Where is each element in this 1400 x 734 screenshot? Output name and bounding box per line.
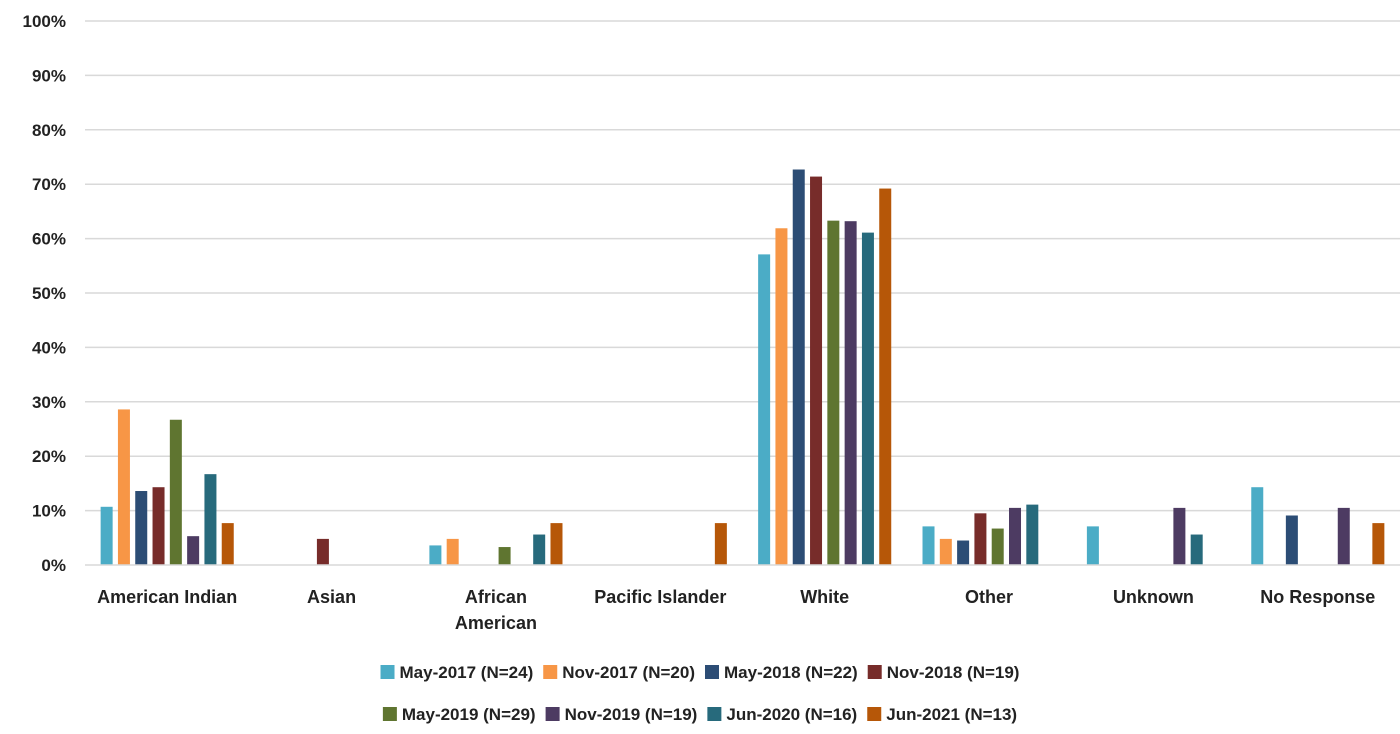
bar <box>861 232 874 565</box>
bar <box>1086 526 1099 565</box>
bar <box>1285 515 1298 565</box>
x-category-label-line: American <box>455 613 537 633</box>
x-category-label-line: White <box>800 587 849 607</box>
y-tick-label: 50% <box>32 284 66 303</box>
x-category-label-line: Other <box>965 587 1013 607</box>
bar <box>316 538 329 565</box>
x-category-label-line: American Indian <box>97 587 237 607</box>
legend-label: Nov-2019 (N=19) <box>565 705 698 724</box>
legend-swatch <box>543 665 558 679</box>
x-category-label-line: Asian <box>307 587 356 607</box>
legend-label: Jun-2021 (N=13) <box>886 705 1017 724</box>
bar <box>446 538 459 565</box>
bar <box>922 526 935 565</box>
legend-item: May-2018 (N=22) <box>705 663 858 682</box>
bar <box>550 523 563 565</box>
bar <box>879 188 892 565</box>
x-category-label-line: African <box>465 587 527 607</box>
bar <box>1337 507 1350 565</box>
bar <box>792 169 805 565</box>
y-tick-label: 20% <box>32 447 66 466</box>
y-tick-label: 60% <box>32 230 66 249</box>
legend-item: Jun-2021 (N=13) <box>867 705 1017 724</box>
bar <box>1251 487 1264 565</box>
legend-label: Nov-2018 (N=19) <box>887 663 1020 682</box>
y-tick-label: 10% <box>32 502 66 521</box>
x-category-label: Asian <box>307 587 356 607</box>
legend-swatch <box>545 707 560 721</box>
bar <box>1173 507 1186 565</box>
bar <box>844 221 857 565</box>
y-axis-tick-labels: 0% 10% 20% 30% 40% 50% 60% 70% 80% 90% 100% <box>23 12 66 575</box>
bar <box>187 536 200 565</box>
bar <box>714 523 727 565</box>
legend-label: May-2019 (N=29) <box>402 705 536 724</box>
y-tick-label: 40% <box>32 338 66 357</box>
legend-swatch <box>380 665 395 679</box>
bar <box>533 534 546 565</box>
legend-item: Nov-2019 (N=19) <box>545 705 698 724</box>
y-tick-label: 100% <box>23 12 66 31</box>
y-tick-label: 70% <box>32 175 66 194</box>
legend-swatch <box>867 665 882 679</box>
legend-label: May-2017 (N=24) <box>400 663 534 682</box>
y-tick-label: 80% <box>32 121 66 140</box>
bar <box>152 487 165 565</box>
bar <box>1372 523 1385 565</box>
bar <box>429 545 442 565</box>
bar <box>117 409 130 565</box>
x-category-label: Pacific Islander <box>594 587 726 607</box>
bar <box>974 513 987 565</box>
y-tick-label: 30% <box>32 393 66 412</box>
bar <box>1190 534 1203 565</box>
bar <box>810 176 823 566</box>
y-tick-label: 0% <box>41 556 66 575</box>
legend-swatch <box>707 707 722 721</box>
bar <box>100 506 113 565</box>
x-category-label: Unknown <box>1113 587 1194 607</box>
x-category-label: African American <box>455 587 537 633</box>
bar <box>204 474 217 565</box>
bar <box>957 540 970 565</box>
x-category-label-line: Unknown <box>1113 587 1194 607</box>
legend-item: Jun-2020 (N=16) <box>707 705 857 724</box>
legend: May-2017 (N=24) Nov-2017 (N=20) May-2018 (… <box>380 663 1020 724</box>
bar <box>827 220 840 565</box>
x-category-label: American Indian <box>97 587 237 607</box>
legend-label: Jun-2020 (N=16) <box>726 705 857 724</box>
x-category-label-line: Pacific Islander <box>594 587 726 607</box>
y-tick-label: 90% <box>32 66 66 85</box>
legend-item: May-2017 (N=24) <box>380 663 534 682</box>
bars <box>100 169 1385 566</box>
bar <box>991 528 1004 565</box>
x-category-label-line: No Response <box>1260 587 1375 607</box>
bar <box>1009 507 1022 565</box>
gridlines <box>85 20 1400 512</box>
bar <box>939 538 952 565</box>
legend-item: Nov-2017 (N=20) <box>543 663 695 682</box>
bar <box>135 491 148 565</box>
x-category-label: Other <box>965 587 1013 607</box>
bar <box>775 228 788 565</box>
legend-swatch <box>705 665 719 679</box>
x-category-label: No Response <box>1260 587 1375 607</box>
bar <box>758 254 771 565</box>
bar <box>498 547 511 565</box>
bar <box>1026 504 1039 565</box>
legend-swatch <box>382 707 397 721</box>
legend-item: May-2019 (N=29) <box>382 705 536 724</box>
x-category-label: White <box>800 587 849 607</box>
legend-item: Nov-2018 (N=19) <box>867 663 1020 682</box>
legend-label: May-2018 (N=22) <box>724 663 858 682</box>
bar <box>221 523 234 565</box>
legend-swatch <box>867 707 882 721</box>
bar <box>169 419 182 565</box>
legend-label: Nov-2017 (N=20) <box>562 663 695 682</box>
x-axis-category-labels: American Indian Asian African American Pacif… <box>97 587 1375 633</box>
